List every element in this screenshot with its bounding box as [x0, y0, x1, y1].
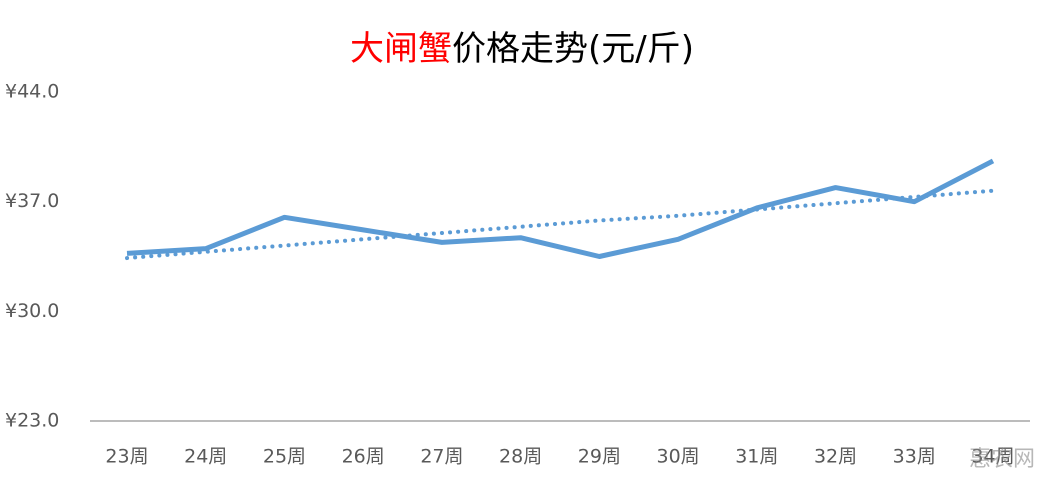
series-line: [126, 158, 995, 259]
x-tick-label: 31周: [735, 446, 778, 468]
x-tick-label: 24周: [184, 446, 227, 468]
x-tick-label: 25周: [263, 446, 306, 468]
title-part: 大闸蟹: [350, 29, 452, 69]
x-tick-label: 32周: [814, 446, 857, 468]
y-tick-label: ¥37.0: [5, 190, 59, 212]
x-tick-label: 26周: [342, 446, 385, 468]
trendline: [125, 188, 995, 261]
watermark: 惠农网: [969, 447, 1035, 472]
x-tick-label: 28周: [499, 446, 542, 468]
title-part: 价格走势(元/斤): [452, 29, 694, 69]
x-tick-label: 33周: [893, 446, 936, 468]
x-tick-label: 23周: [105, 446, 148, 468]
x-tick-label: 27周: [420, 446, 463, 468]
y-tick-label: ¥23.0: [5, 410, 59, 432]
chart-title: 大闸蟹价格走势(元/斤): [350, 29, 694, 69]
y-tick-label: ¥44.0: [5, 81, 59, 103]
x-tick-label: 30周: [656, 446, 699, 468]
x-tick-label: 29周: [578, 446, 621, 468]
x-tick-label: 34周: [971, 446, 1014, 468]
y-tick-label: ¥30.0: [5, 300, 59, 322]
